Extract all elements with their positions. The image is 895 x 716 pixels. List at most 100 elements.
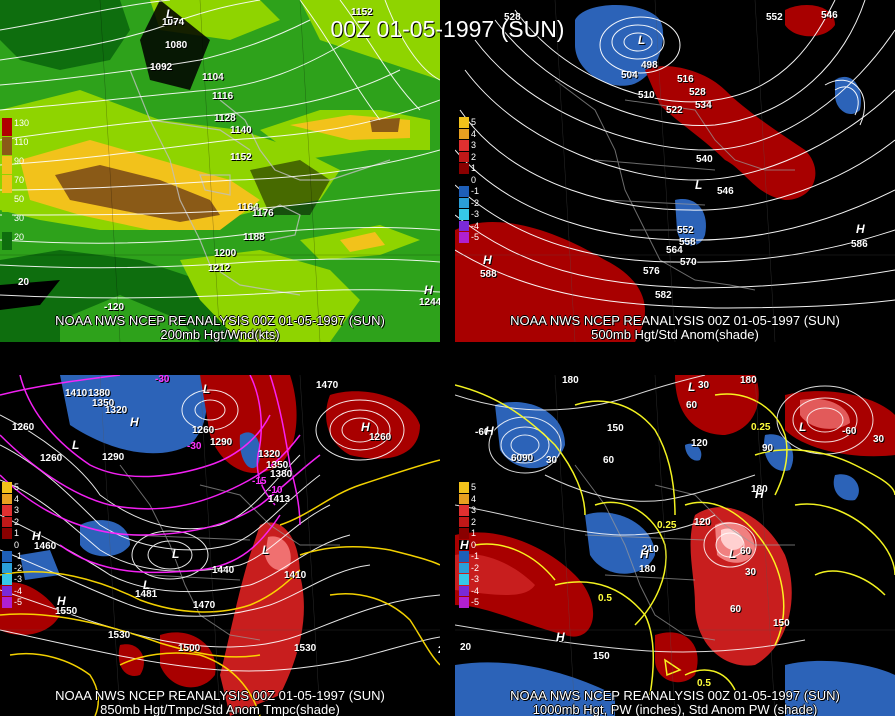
legend-label: 5 xyxy=(14,482,20,492)
legend-label: -5 xyxy=(14,597,23,607)
contour-label: 516 xyxy=(677,74,694,85)
panel-subtitle: 200mb Hgt/Wnd(kts) xyxy=(160,327,280,342)
legend-label: 130 xyxy=(14,118,30,128)
contour-label: 1260 xyxy=(40,453,63,464)
legend-label: 0 xyxy=(14,539,20,550)
legend-swatch xyxy=(459,505,469,516)
legend-swatch xyxy=(2,574,12,585)
legend-swatch xyxy=(2,118,12,136)
legend-label: 20 xyxy=(14,232,25,242)
legend-swatch xyxy=(2,585,12,596)
contour-label: 522 xyxy=(666,105,683,116)
contour-label: 552 xyxy=(766,12,783,23)
legend-swatch xyxy=(459,174,469,185)
legend-swatch xyxy=(459,562,469,573)
panel-subtitle: 850mb Hgt/Tmpc/Std Anom Tmpc(shade) xyxy=(100,702,340,716)
high-pressure-marker: H xyxy=(460,538,469,552)
contour-label: 1116 xyxy=(212,91,234,102)
contour-label: 0.25 xyxy=(751,422,771,433)
contour-label: 1176 xyxy=(252,208,274,219)
legend-swatch xyxy=(2,232,12,250)
contour-label: 1470 xyxy=(316,380,339,391)
contour-label: 20 xyxy=(438,645,440,656)
low-pressure-marker: L xyxy=(72,438,80,452)
legend-swatch xyxy=(459,232,469,243)
low-pressure-marker: L xyxy=(166,7,174,21)
high-pressure-marker: H xyxy=(424,283,433,297)
legend-label: 4 xyxy=(14,493,20,504)
contour-label: 528 xyxy=(504,12,521,23)
contour-label: 558 xyxy=(679,237,696,248)
legend-label: 1 xyxy=(471,163,477,173)
legend-label: 2 xyxy=(471,516,477,527)
contour-label: 1530 xyxy=(294,643,317,654)
legend-label: -1 xyxy=(14,551,23,561)
contour-label: -120 xyxy=(104,302,125,313)
panel-subtitle: 500mb Hgt/Std Anom(shade) xyxy=(591,327,759,342)
legend-label: 50 xyxy=(14,194,25,204)
legend-swatch xyxy=(459,117,469,128)
contour-label: 1152 xyxy=(351,7,373,18)
contour-label: 30 xyxy=(546,455,558,466)
panel-1000mb-height-pw: 5 4 3 2 1 0 -1 -2 -3 -4 -5 180 30 180 -60 150 60 120 90 -6… xyxy=(455,375,895,716)
contour-label: 1410 xyxy=(284,570,307,581)
legend-label: -4 xyxy=(471,220,480,231)
contour-label: 60 xyxy=(686,400,698,411)
legend-label: 3 xyxy=(471,505,477,515)
panel-200mb-height-wind: 130 110 90 70 50 30 20 1074 1080 1092 1104 1116 112… xyxy=(0,0,440,342)
contour-label: 30 xyxy=(873,434,885,445)
legend-swatch xyxy=(459,209,469,220)
contour-label: 180 xyxy=(751,484,768,495)
legend-swatch xyxy=(2,597,12,608)
contour-label: 90 xyxy=(762,443,774,454)
contour-label: -60 xyxy=(842,426,857,437)
legend-label: 5 xyxy=(471,482,477,492)
legend-label: -1 xyxy=(471,551,480,561)
contour-label: 150 xyxy=(773,618,790,629)
contour-label: 540 xyxy=(696,154,713,165)
contour-label: 60 xyxy=(730,604,742,615)
contour-label: 504 xyxy=(621,70,638,81)
contour-label: 588 xyxy=(480,269,497,280)
legend-label: 4 xyxy=(471,128,477,139)
contour-label: 20 xyxy=(18,277,30,288)
contour-label: 1092 xyxy=(150,62,173,73)
panel-caption: NOAA NWS NCEP REANALYSIS 00Z 01-05-1997 … xyxy=(55,313,385,328)
contour-label: 1380 xyxy=(88,388,111,399)
contour-label: 546 xyxy=(821,10,838,21)
legend-label: -3 xyxy=(471,209,480,219)
contour-label: 1200 xyxy=(214,248,237,259)
contour-label: 60 xyxy=(740,546,752,557)
contour-label: 180 xyxy=(562,375,579,386)
contour-label: 150 xyxy=(607,423,624,434)
legend-swatch xyxy=(459,140,469,151)
contour-label: 546 xyxy=(717,186,734,197)
legend-swatch xyxy=(459,493,469,504)
contour-label: 564 xyxy=(666,245,683,256)
legend-label: -3 xyxy=(471,574,480,584)
high-pressure-marker: H xyxy=(483,253,492,267)
contour-label: 528 xyxy=(689,87,706,98)
contour-label: 1188 xyxy=(243,232,265,243)
contour-label: 1500 xyxy=(178,643,201,654)
contour-label: 1074 xyxy=(162,17,185,28)
legend-swatch xyxy=(459,151,469,162)
legend-swatch xyxy=(459,128,469,139)
legend-swatch xyxy=(459,585,469,596)
contour-label: 60 xyxy=(603,455,615,466)
contour-label: 1350 xyxy=(266,460,289,471)
contour-label: 586 xyxy=(851,239,868,250)
legend-label: 1 xyxy=(14,528,20,538)
contour-label: 1290 xyxy=(210,437,233,448)
contour-label: 120 xyxy=(691,438,708,449)
high-pressure-marker: H xyxy=(361,420,370,434)
contour-label: 1260 xyxy=(12,422,35,433)
legend-swatch xyxy=(2,528,12,539)
legend-label: -1 xyxy=(471,186,480,196)
legend-label: 2 xyxy=(471,151,477,162)
low-pressure-marker: L xyxy=(172,547,180,561)
legend-label: -2 xyxy=(471,197,480,208)
contour-label: 1080 xyxy=(165,40,188,51)
low-pressure-marker: L xyxy=(688,380,696,394)
legend-swatch xyxy=(459,539,469,550)
